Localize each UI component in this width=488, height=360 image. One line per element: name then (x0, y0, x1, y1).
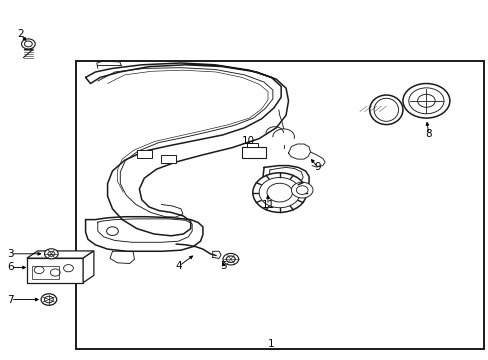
Circle shape (50, 269, 60, 276)
Circle shape (41, 294, 57, 305)
Text: 6: 6 (7, 262, 14, 273)
Circle shape (296, 186, 307, 194)
Circle shape (417, 94, 434, 107)
Circle shape (24, 41, 32, 47)
Text: 4: 4 (175, 261, 182, 271)
Bar (246, 143, 257, 147)
Circle shape (21, 39, 35, 49)
Circle shape (106, 227, 118, 235)
Text: 5: 5 (220, 261, 227, 271)
Text: 3: 3 (7, 249, 14, 259)
Circle shape (252, 173, 306, 212)
Circle shape (259, 177, 300, 208)
Ellipse shape (373, 98, 398, 121)
Circle shape (44, 296, 53, 303)
Circle shape (408, 88, 443, 114)
Bar (76, 61, 483, 349)
Circle shape (48, 251, 55, 256)
Bar (161, 155, 176, 163)
Circle shape (402, 84, 449, 118)
Circle shape (226, 256, 235, 262)
Polygon shape (27, 251, 94, 258)
Circle shape (63, 265, 73, 272)
Ellipse shape (369, 95, 402, 125)
Bar (32, 266, 59, 279)
Bar (242, 147, 265, 158)
Text: 11: 11 (261, 200, 274, 210)
Circle shape (223, 253, 238, 265)
Circle shape (44, 249, 58, 259)
Circle shape (291, 182, 312, 198)
Polygon shape (83, 251, 94, 283)
Circle shape (34, 266, 44, 274)
Text: 2: 2 (17, 29, 24, 39)
Circle shape (266, 183, 292, 202)
Text: 9: 9 (314, 162, 321, 172)
Text: 10: 10 (242, 136, 254, 146)
Text: 8: 8 (425, 129, 431, 139)
Text: 1: 1 (267, 339, 274, 349)
Bar (27, 258, 83, 283)
Text: 7: 7 (7, 294, 14, 305)
Bar (137, 150, 151, 158)
